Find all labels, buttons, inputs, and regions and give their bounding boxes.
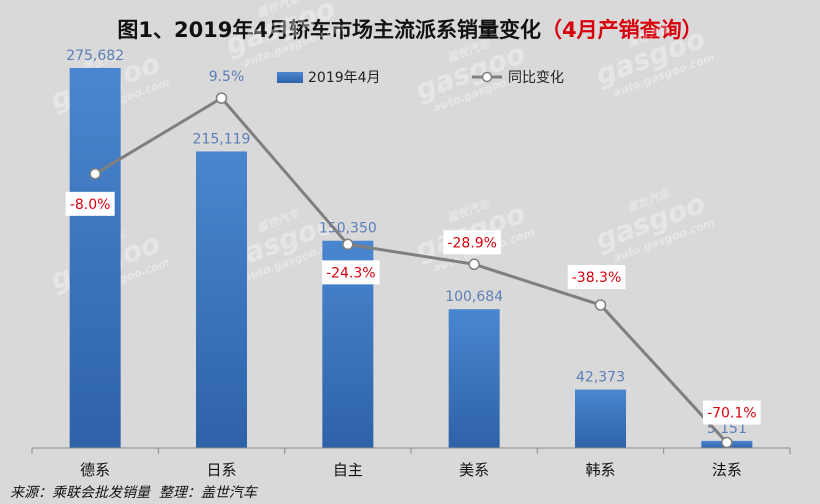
- footer: 来源：乘联会批发销量 整理：盖世汽车: [10, 482, 257, 502]
- bar-value-label: 100,684: [445, 289, 503, 305]
- yoy-point: [594, 299, 607, 311]
- legend-bar-label: 2019年4月: [308, 70, 381, 86]
- category-label: 美系: [459, 461, 489, 479]
- title-highlight: （4月产销查询）: [541, 18, 703, 42]
- chart-title: 图1、2019年4月轿车市场主流派系销量变化（4月产销查询）: [0, 14, 820, 44]
- yoy-label: -28.9%: [447, 235, 497, 251]
- yoy-label-box: [65, 191, 115, 216]
- yoy-label: -70.1%: [707, 406, 757, 422]
- bar-value-label: 275,682: [66, 48, 124, 64]
- legend: 2019年4月 同比变化: [277, 70, 564, 86]
- yoy-point: [342, 238, 354, 251]
- yoy-label: -24.3%: [326, 265, 376, 281]
- yoy-line: [94, 96, 728, 444]
- x-axis: [31, 447, 791, 454]
- bar-3: [448, 309, 500, 448]
- category-label: 自主: [333, 461, 363, 479]
- yoy-label-box: [322, 260, 380, 285]
- legend-bar-swatch: [277, 72, 303, 83]
- yoy-label-box: [703, 400, 761, 425]
- bar-value-label: 150,350: [319, 221, 377, 237]
- bar-0: [69, 67, 121, 449]
- yoy-line-series: -8.0% 9.5% -24.3% -28.9% -38.3% -70.1%: [65, 69, 761, 449]
- yoy-point: [215, 92, 228, 104]
- yoy-label-box: [567, 264, 626, 289]
- yoy-label: -8.0%: [70, 197, 111, 213]
- bar-value-label: 215,119: [193, 131, 251, 147]
- category-label: 韩系: [585, 461, 615, 479]
- yoy-point: [89, 168, 101, 180]
- yoy-point: [721, 436, 733, 449]
- category-label: 日系: [206, 461, 236, 479]
- yoy-label: -38.3%: [572, 270, 622, 286]
- bar-series: [69, 67, 753, 449]
- yoy-point: [468, 258, 480, 271]
- legend-line-label: 同比变化: [508, 70, 564, 86]
- footer-editor: 整理：盖世汽车: [158, 485, 257, 501]
- legend-line-marker: [481, 71, 493, 83]
- yoy-label-box: [443, 230, 501, 255]
- category-label: 法系: [712, 461, 742, 479]
- bar-4: [575, 389, 626, 448]
- title-main: 图1、2019年4月轿车市场主流派系销量变化: [117, 18, 542, 42]
- category-label: 德系: [80, 461, 110, 479]
- bar-1: [196, 151, 247, 448]
- footer-source: 来源：乘联会批发销量: [10, 485, 150, 501]
- category-labels: 德系 日系 自主 美系 韩系 法系: [80, 461, 742, 479]
- bar-value-label: 42,373: [576, 370, 625, 386]
- yoy-label: 9.5%: [209, 69, 245, 85]
